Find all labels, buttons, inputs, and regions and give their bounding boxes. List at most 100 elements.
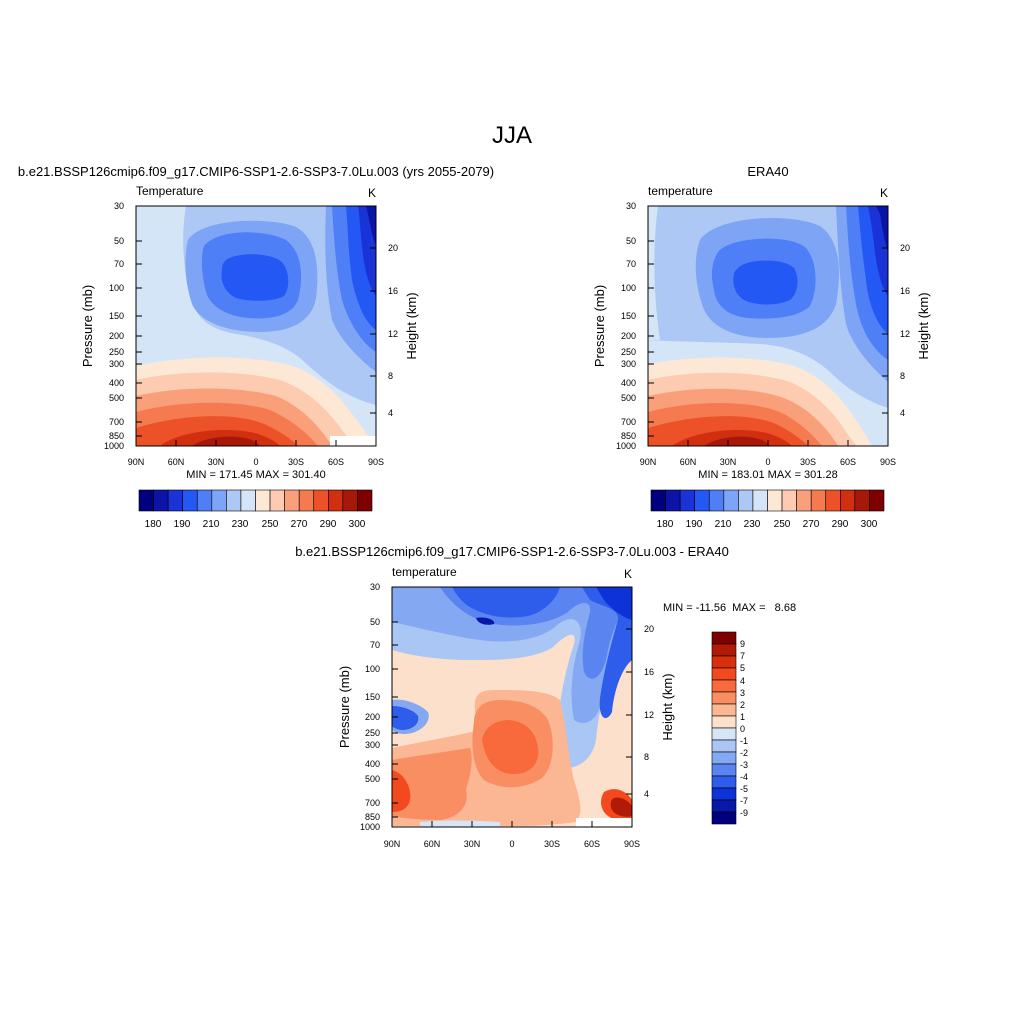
y-tick-label: 700 (109, 417, 124, 427)
fill-band-200 (733, 260, 798, 305)
min-max-stats: MIN = 171.45 MAX = 301.40 (186, 469, 325, 481)
y-tick-label: 150 (365, 692, 380, 702)
colorbar-swatch (694, 489, 710, 512)
y-tick-label: 200 (621, 331, 636, 341)
y-tick-label: 300 (365, 740, 380, 750)
colorbar-label: 2 (740, 700, 745, 710)
colorbar-swatch (255, 489, 271, 512)
colorbar-swatch (679, 489, 695, 512)
colorbar-label: 9 (740, 639, 745, 649)
colorbar-swatch (711, 643, 737, 657)
colorbar-swatch (711, 775, 737, 789)
fill-band-neg5b (582, 587, 632, 719)
colorbar-swatch (711, 703, 737, 717)
fill-band-pos7 (610, 797, 632, 817)
x-tick-label: 30S (800, 457, 816, 467)
panel-model: b.e21.BSSP126cmip6.f09_g17.CMIP6-SSP1-2.… (18, 164, 494, 530)
y-tick-label: 500 (621, 393, 636, 403)
fill-band-pos4 (482, 720, 539, 774)
panel-title: b.e21.BSSP126cmip6.f09_g17.CMIP6-SSP1-2.… (18, 164, 494, 179)
y2-axis-label: Height (km) (916, 292, 931, 359)
y-tick-label: 50 (370, 617, 380, 627)
x-axis: 90N 60N 30N 0 30S 60S 90S (384, 821, 640, 849)
min-max-stats: MIN = -11.56 MAX = 8.68 (663, 602, 796, 614)
y2-axis-label: Height (km) (660, 673, 675, 740)
colorbar-swatch (854, 489, 870, 512)
colorbar-swatch (269, 489, 285, 512)
y2-axis: 20 16 12 8 4 Height (km) (626, 624, 675, 799)
fill-band-neg5-left (392, 706, 419, 730)
y2-tick-label: 20 (644, 624, 654, 634)
colorbar-swatch (781, 489, 797, 512)
colorbar (138, 489, 373, 512)
colorbar-swatch (211, 489, 227, 512)
colorbar-label: -5 (740, 784, 748, 794)
colorbar-label: 290 (832, 519, 849, 530)
y2-axis: 20 16 12 8 4 Height (km) (882, 243, 931, 418)
colorbar-label: 190 (174, 519, 191, 530)
y-tick-label: 850 (365, 812, 380, 822)
x-tick-label: 60N (168, 457, 185, 467)
fill-band-300 (704, 436, 770, 446)
colorbar-label: 0 (740, 724, 745, 734)
colorbar-swatch (153, 489, 169, 512)
colorbar-label: 190 (686, 519, 703, 530)
colorbar-label: -1 (740, 736, 748, 746)
y-tick-label: 300 (109, 359, 124, 369)
x-tick-label: 30S (288, 457, 304, 467)
y-tick-label: 850 (621, 431, 636, 441)
fill-band-180 (876, 206, 888, 252)
y2-tick-label: 12 (388, 329, 398, 339)
colorbar-swatch (825, 489, 841, 512)
x-tick-label: 60S (840, 457, 856, 467)
colorbar-label: -3 (740, 760, 748, 770)
colorbar-swatch (138, 489, 154, 512)
y-tick-label: 400 (621, 378, 636, 388)
fill-band-left-edge (648, 206, 660, 340)
variable-label: temperature (648, 184, 713, 198)
y-tick-label: 100 (109, 283, 124, 293)
colorbar-label: -7 (740, 796, 748, 806)
x-tick-label: 60S (584, 839, 600, 849)
colorbar-label: 230 (744, 519, 761, 530)
colorbar-swatch (226, 489, 242, 512)
colorbar-swatch (196, 489, 213, 512)
y-tick-label: 400 (109, 378, 124, 388)
y-tick-label: 70 (114, 259, 124, 269)
y-tick-label: 200 (109, 331, 124, 341)
x-axis: 90N 60N 30N 0 30S 60S 90S (128, 440, 384, 467)
colorbar-label: 210 (715, 519, 732, 530)
panel-era40: ERA40 temperature K (592, 164, 931, 530)
y-tick-label: 1000 (104, 441, 124, 451)
y2-tick-label: 8 (900, 371, 905, 381)
colorbar-label: 300 (349, 519, 366, 530)
y-tick-label: 250 (109, 347, 124, 357)
colorbar-swatch (810, 489, 827, 512)
y-tick-label: 100 (365, 664, 380, 674)
colorbar-swatch (840, 489, 856, 512)
variable-label: Temperature (136, 184, 204, 198)
y2-tick-label: 16 (900, 286, 910, 296)
y-tick-label: 70 (370, 640, 380, 650)
fill-band-180 (366, 206, 376, 246)
colorbar-label: 180 (657, 519, 674, 530)
y-tick-label: 250 (621, 347, 636, 357)
colorbar-label: 290 (320, 519, 337, 530)
fill-band-neg1-bottom (420, 820, 500, 827)
colorbar-label: 3 (740, 688, 745, 698)
variable-label: temperature (392, 565, 457, 579)
y-tick-label: 50 (626, 236, 636, 246)
colorbar-label: 4 (740, 676, 745, 686)
y2-tick-label: 20 (388, 243, 398, 253)
colorbar-swatch (738, 489, 754, 512)
colorbar-swatch (650, 489, 666, 512)
panel-title: ERA40 (747, 164, 788, 179)
colorbar-swatch (711, 811, 737, 825)
units-label: K (624, 567, 632, 581)
x-tick-label: 60N (424, 839, 441, 849)
colorbar-label: -4 (740, 772, 748, 782)
colorbar-swatch (711, 631, 737, 645)
y-tick-label: 250 (365, 728, 380, 738)
x-axis: 90N 60N 30N 0 30S 60S 90S (640, 440, 896, 467)
